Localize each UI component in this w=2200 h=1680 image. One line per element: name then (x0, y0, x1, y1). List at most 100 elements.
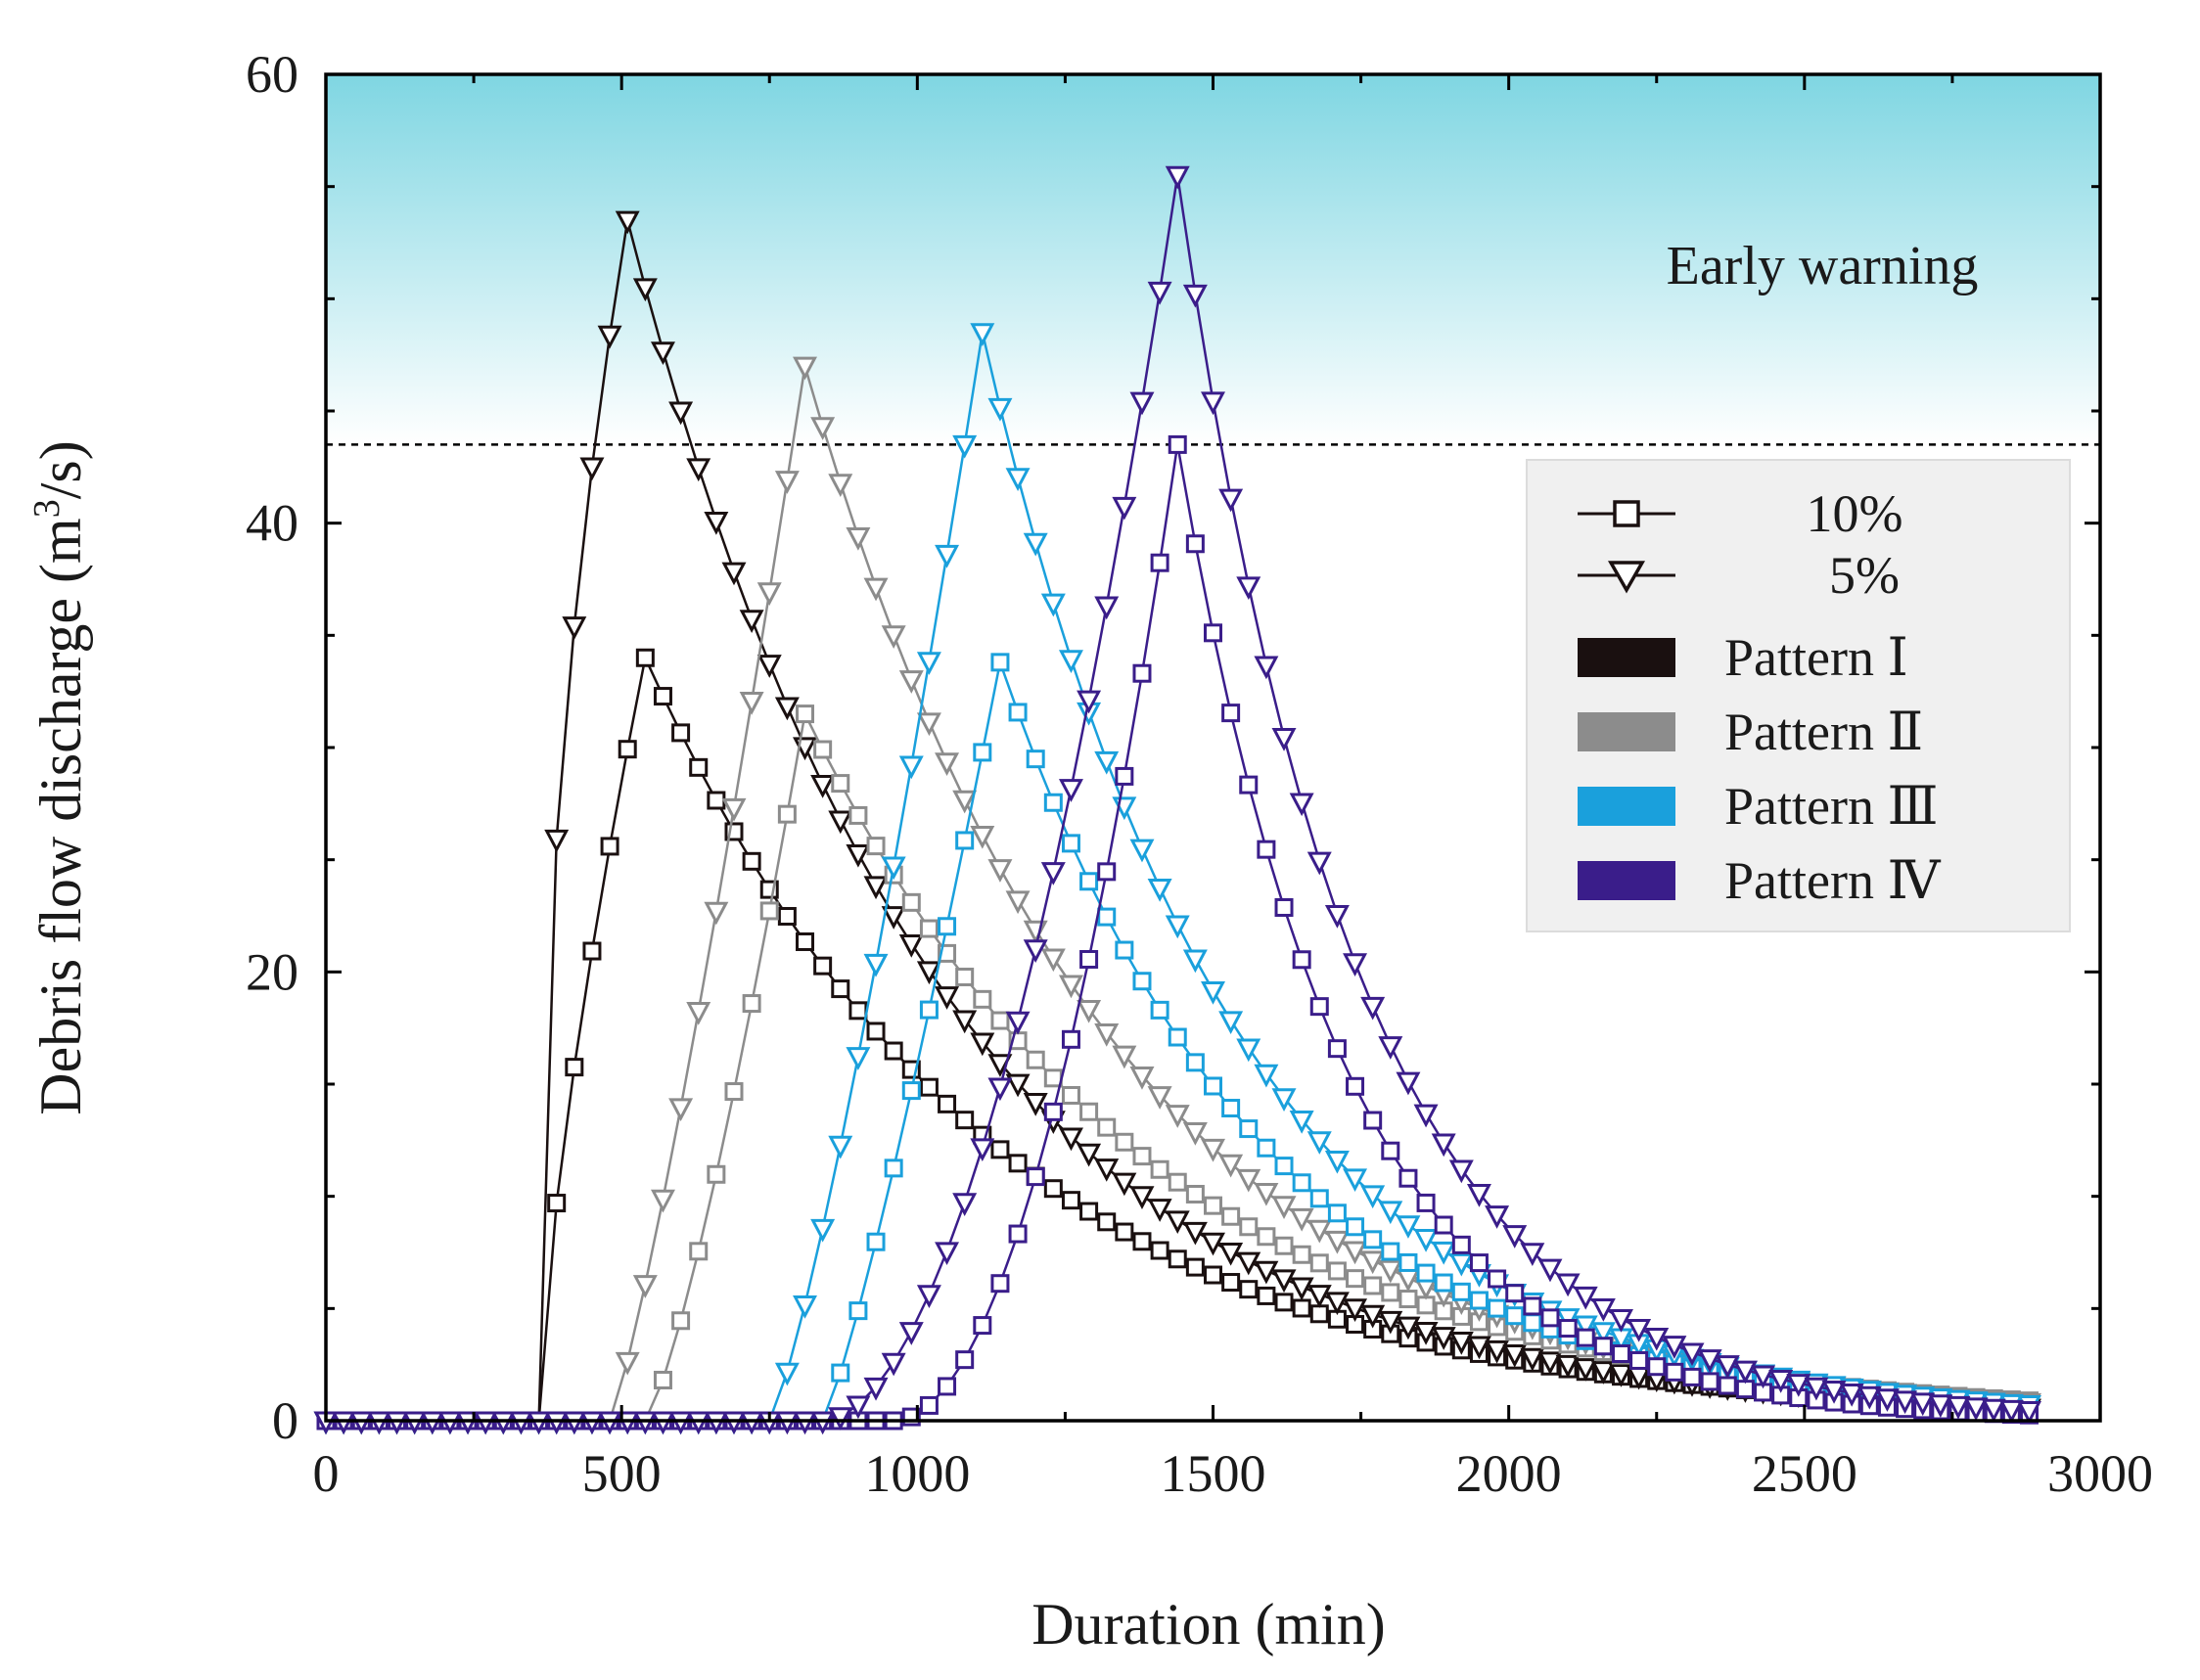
data-point-square (1079, 1202, 1099, 1221)
data-point-triangle (935, 1242, 960, 1266)
data-point-triangle (1679, 1342, 1705, 1367)
data-point-square (1079, 1102, 1099, 1121)
data-point-square (1150, 1159, 1169, 1179)
data-point-triangle (1751, 1365, 1776, 1389)
data-point-triangle (1129, 839, 1155, 863)
data-point-triangle (1182, 1221, 1208, 1246)
data-point-square (919, 919, 939, 938)
data-point-square (1346, 1217, 1365, 1237)
y-tick-label: 60 (246, 45, 298, 104)
data-point-triangle (1609, 1364, 1633, 1387)
data-point-triangle (774, 471, 800, 494)
legend-swatch-pattern-1 (1578, 638, 1675, 677)
data-point-triangle (846, 1047, 871, 1070)
data-point-triangle (1112, 1045, 1137, 1069)
data-point-triangle (1981, 1398, 2006, 1423)
data-point-square (1061, 1029, 1080, 1049)
data-point-triangle (1094, 1158, 1120, 1182)
legend-swatch-pattern-4 (1578, 861, 1675, 900)
legend-label-5pct: 5% (1829, 546, 1900, 605)
data-point-triangle (1218, 1011, 1244, 1035)
data-point-square (1381, 1242, 1400, 1261)
data-point-triangle (668, 401, 694, 426)
data-point-triangle (1573, 1358, 1598, 1382)
data-point-square (1239, 1119, 1259, 1139)
data-point-square (1168, 1027, 1187, 1047)
data-point-square (1097, 862, 1117, 882)
legend-entry-pattern-3: Pattern Ⅲ (1578, 777, 1939, 836)
axis-ticks: 0 500 1000 1500 2000 2500 3000 0 20 40 60 (246, 45, 2153, 1503)
data-point-triangle (1786, 1374, 1811, 1397)
legend-triangle-marker-icon (1607, 561, 1646, 594)
data-point-square (1718, 1376, 1737, 1395)
data-point-triangle (970, 1032, 995, 1057)
data-point-triangle (881, 1352, 906, 1377)
data-point-square (973, 743, 992, 762)
data-point-square (1043, 1102, 1063, 1121)
data-point-square (866, 1022, 886, 1041)
data-point-triangle (1431, 1241, 1456, 1265)
data-point-triangle (1466, 1336, 1491, 1360)
data-point-square (990, 1274, 1010, 1294)
data-point-triangle (935, 986, 960, 1010)
data-point-triangle (863, 1377, 889, 1401)
data-point-triangle (1520, 1243, 1545, 1266)
data-point-triangle (1537, 1258, 1563, 1283)
data-point-triangle (1413, 1228, 1439, 1252)
data-point-square (635, 648, 655, 667)
data-point-square (973, 1316, 992, 1336)
data-point-square (1274, 1293, 1294, 1312)
data-point-triangle (1609, 1309, 1633, 1333)
data-point-triangle (952, 790, 978, 814)
data-point-square (1257, 840, 1276, 859)
x-tick-label: 500 (582, 1444, 662, 1503)
data-point-square (1097, 1117, 1117, 1137)
data-point-triangle (1271, 1196, 1297, 1220)
data-point-triangle (1590, 1361, 1616, 1385)
data-point-triangle (1236, 576, 1261, 601)
data-point-triangle (1555, 1273, 1581, 1297)
data-point-square (1115, 1222, 1134, 1242)
early-warning-label: Early warning (1667, 236, 1979, 296)
data-point-triangle (898, 934, 924, 958)
data-point-square (901, 1081, 921, 1101)
y-axis-title-main: Debris flow discharge (m (28, 518, 93, 1114)
data-point-square (777, 804, 797, 824)
data-point-triangle (739, 691, 764, 715)
data-point-square (796, 931, 815, 951)
data-point-triangle (1094, 1022, 1120, 1047)
data-point-square (1434, 1273, 1453, 1293)
data-point-square (1204, 1196, 1222, 1215)
data-point-square (1629, 1350, 1649, 1370)
data-point-triangle (1271, 727, 1297, 751)
data-point-triangle (597, 325, 622, 349)
data-point-triangle (863, 953, 889, 977)
data-point-square (919, 1000, 939, 1020)
data-point-square (1611, 1344, 1630, 1364)
data-point-triangle (1058, 1127, 1083, 1152)
data-point-square (671, 723, 691, 743)
data-point-triangle (1147, 878, 1172, 902)
legend-entry-pattern-2: Pattern Ⅱ (1578, 703, 1923, 761)
data-point-square (671, 1311, 691, 1331)
data-point-triangle (898, 670, 924, 694)
data-point-triangle (793, 1295, 817, 1319)
data-point-square (1239, 1217, 1259, 1237)
data-point-triangle (881, 906, 906, 930)
data-point-triangle (1343, 953, 1368, 976)
data-point-triangle (1077, 1143, 1102, 1167)
data-point-square (848, 805, 868, 825)
data-point-square (1451, 1235, 1471, 1254)
data-point-square (1488, 1298, 1507, 1318)
data-point-triangle (1821, 1381, 1847, 1404)
data-point-square (1150, 1000, 1169, 1020)
data-point-triangle (1396, 1268, 1421, 1293)
series-8 (313, 165, 2041, 1435)
data-point-square (1239, 775, 1259, 795)
data-point-triangle (1946, 1395, 1971, 1420)
data-point-triangle (1343, 1168, 1368, 1193)
data-point-triangle (1448, 1159, 1474, 1184)
data-point-square (547, 1194, 567, 1213)
data-point-triangle (1023, 920, 1048, 944)
